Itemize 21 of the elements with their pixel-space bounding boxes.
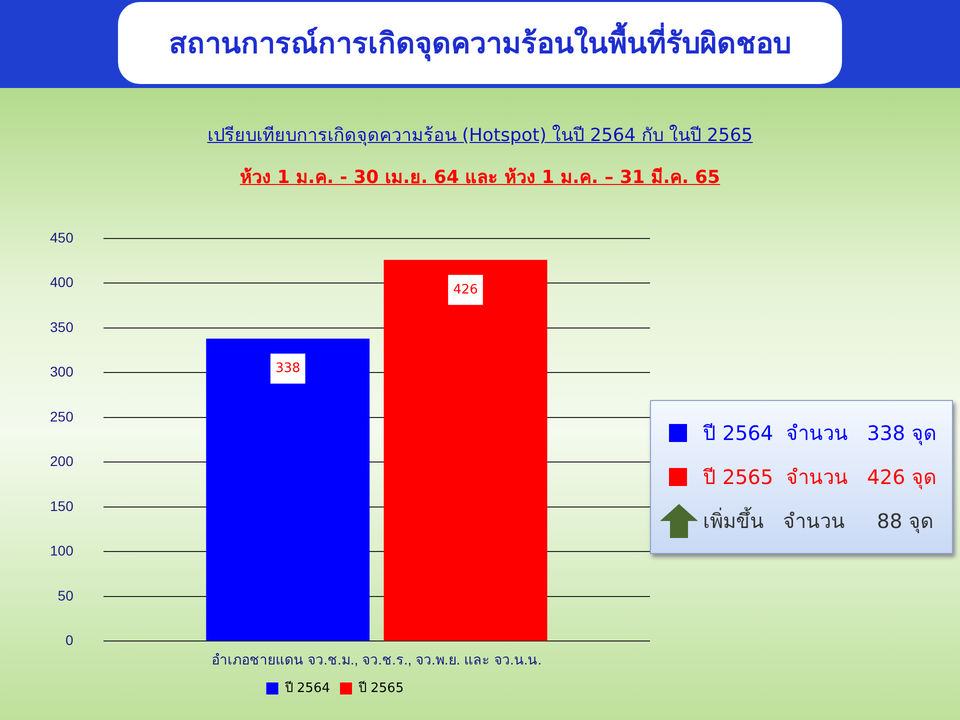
y-tick-label: 200 xyxy=(50,453,74,470)
y-tick-label: 400 xyxy=(50,274,74,290)
y-tick-label: 300 xyxy=(50,364,74,380)
text: เพิ่มขึ้น จำนวน 88 จุด xyxy=(703,506,934,536)
text: ปี 2564 จำนวน 338 จุด xyxy=(703,420,937,448)
legend-label: ปี 2564 xyxy=(284,680,330,696)
data-label: 338 xyxy=(275,361,300,376)
text: ปี 2565 จำนวน 426 จุด xyxy=(703,464,937,492)
data-label: 426 xyxy=(453,282,478,298)
y-tick-label: 50 xyxy=(58,587,74,604)
y-tick-label: 450 xyxy=(50,229,74,246)
y-tick-label: 350 xyxy=(50,318,74,335)
y-tick-label: 150 xyxy=(50,498,74,514)
chart-title: สถานการณ์การเกิดจุดความร้อนในพื้นที่รับผิดชอบ xyxy=(118,2,842,84)
text: ห้วง 1 ม.ค. - 30 เม.ย. 64 และ ห้วง 1 ม.ค. – 31 มี.ค. 65 xyxy=(238,166,722,190)
chart-subtitle: เปรียบเทียบการเกิดจุดความร้อน (Hotspot) ในปี 2564 กับ ในปี 2565 xyxy=(206,124,754,148)
y-tick-label: 250 xyxy=(50,408,74,424)
y-tick-label: 0 xyxy=(66,632,74,648)
y-tick-label: 100 xyxy=(50,542,74,559)
x-tick-label: อำเภอชายแดน จว.ช.ม., จว.ช.ร., จว.พ.ย. และ จว.น.น. xyxy=(212,651,542,668)
legend-label: ปี 2565 xyxy=(358,680,404,696)
